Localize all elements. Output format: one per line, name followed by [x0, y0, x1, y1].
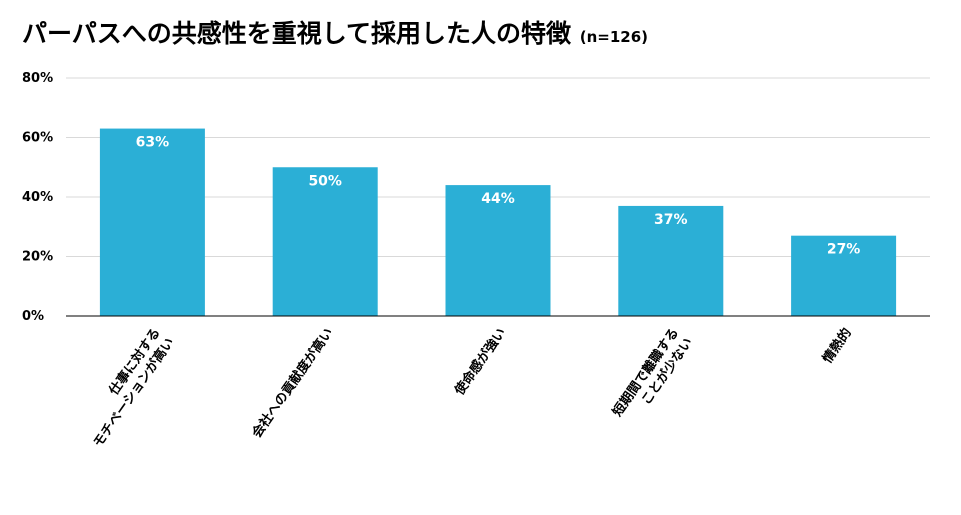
data-label: 44%: [481, 191, 515, 207]
chart-subtitle: (n=126): [579, 28, 649, 46]
bar: [99, 128, 205, 316]
data-label: 63%: [136, 135, 170, 151]
bar: [272, 167, 378, 316]
chart-title: パーパスへの共感性を重視して採用した人の特徴 (n=126): [22, 14, 648, 50]
y-axis-ticks: 0% 20% 40% 60% 80%: [22, 71, 53, 324]
bar: [791, 235, 897, 316]
data-labels: 63% 50% 44% 37% 27%: [136, 135, 861, 258]
y-tick-label: 0%: [22, 309, 44, 324]
data-label: 37%: [654, 212, 688, 228]
category-label-line: 会社への貢献度が高い: [249, 325, 337, 441]
y-tick-label: 40%: [22, 190, 53, 205]
bars: [99, 128, 897, 316]
bar: [445, 185, 551, 316]
category-label-line: 使命感が強い: [451, 325, 509, 399]
data-label: 50%: [308, 173, 342, 189]
y-tick-label: 60%: [22, 131, 53, 146]
y-tick-label: 80%: [22, 71, 53, 86]
category-label: 使命感が強い: [451, 325, 509, 399]
bar: [618, 205, 724, 316]
data-label: 27%: [827, 242, 861, 258]
category-label: 情熱的: [819, 325, 854, 366]
category-label: 会社への貢献度が高い: [249, 325, 337, 441]
y-tick-label: 20%: [22, 250, 53, 265]
category-label-line: 情熱的: [819, 325, 854, 366]
chart-title-text: パーパスへの共感性を重視して採用した人の特徴: [22, 19, 572, 48]
